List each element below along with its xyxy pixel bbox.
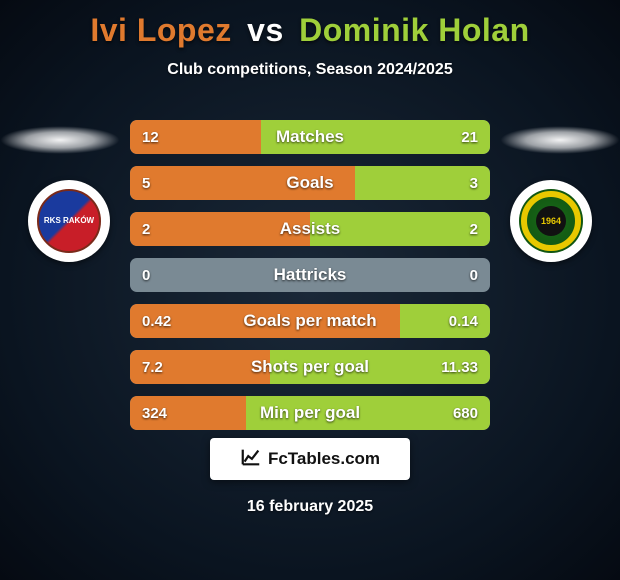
brand-badge: FcTables.com xyxy=(210,438,410,480)
crest-player2: 1964 xyxy=(510,180,592,262)
date-label: 16 february 2025 xyxy=(0,498,620,516)
stat-bar-right xyxy=(400,304,490,338)
stat-bar-bg xyxy=(130,304,490,338)
stat-row: Matches1221 xyxy=(130,120,490,154)
stat-bar-right xyxy=(246,396,490,430)
stat-bar-left xyxy=(130,396,246,430)
stat-bar-bg xyxy=(130,396,490,430)
comparison-title: Ivi Lopez vs Dominik Holan xyxy=(0,0,620,49)
stat-row: Min per goal324680 xyxy=(130,396,490,430)
stat-bar-right xyxy=(310,212,490,246)
stat-bar-right xyxy=(270,350,490,384)
stat-bar-right xyxy=(355,166,490,200)
player1-name: Ivi Lopez xyxy=(90,12,231,48)
stat-bar-bg xyxy=(130,166,490,200)
stat-bar-left xyxy=(130,120,261,154)
subtitle: Club competitions, Season 2024/2025 xyxy=(0,61,620,79)
player2-name: Dominik Holan xyxy=(299,12,530,48)
stat-bar-bg xyxy=(130,350,490,384)
stat-bar-left xyxy=(130,212,310,246)
stat-row: Goals53 xyxy=(130,166,490,200)
stat-row: Hattricks00 xyxy=(130,258,490,292)
stat-bar-left xyxy=(130,350,270,384)
brand-text: FcTables.com xyxy=(268,449,380,469)
stat-bar-left xyxy=(130,166,355,200)
stat-bar-right xyxy=(261,120,490,154)
stat-bar-bg xyxy=(130,212,490,246)
spotlight-left xyxy=(0,126,120,154)
stat-bar-left xyxy=(130,304,400,338)
crest-player1: RKS RAKÓW xyxy=(28,180,110,262)
crest-player1-inner: RKS RAKÓW xyxy=(37,189,101,253)
spotlight-right xyxy=(500,126,620,154)
crest-player2-inner: 1964 xyxy=(519,189,583,253)
chart-icon xyxy=(240,446,262,473)
vs-label: vs xyxy=(247,12,284,48)
crest-player1-label: RKS RAKÓW xyxy=(44,217,94,225)
stat-row: Shots per goal7.211.33 xyxy=(130,350,490,384)
stat-bars: Matches1221 Goals53 Assists22 Hattricks00 Go… xyxy=(130,120,490,442)
stat-row: Assists22 xyxy=(130,212,490,246)
crest-player2-year: 1964 xyxy=(536,206,566,236)
stat-bar-bg xyxy=(130,258,490,292)
stat-row: Goals per match0.420.14 xyxy=(130,304,490,338)
stat-bar-bg xyxy=(130,120,490,154)
